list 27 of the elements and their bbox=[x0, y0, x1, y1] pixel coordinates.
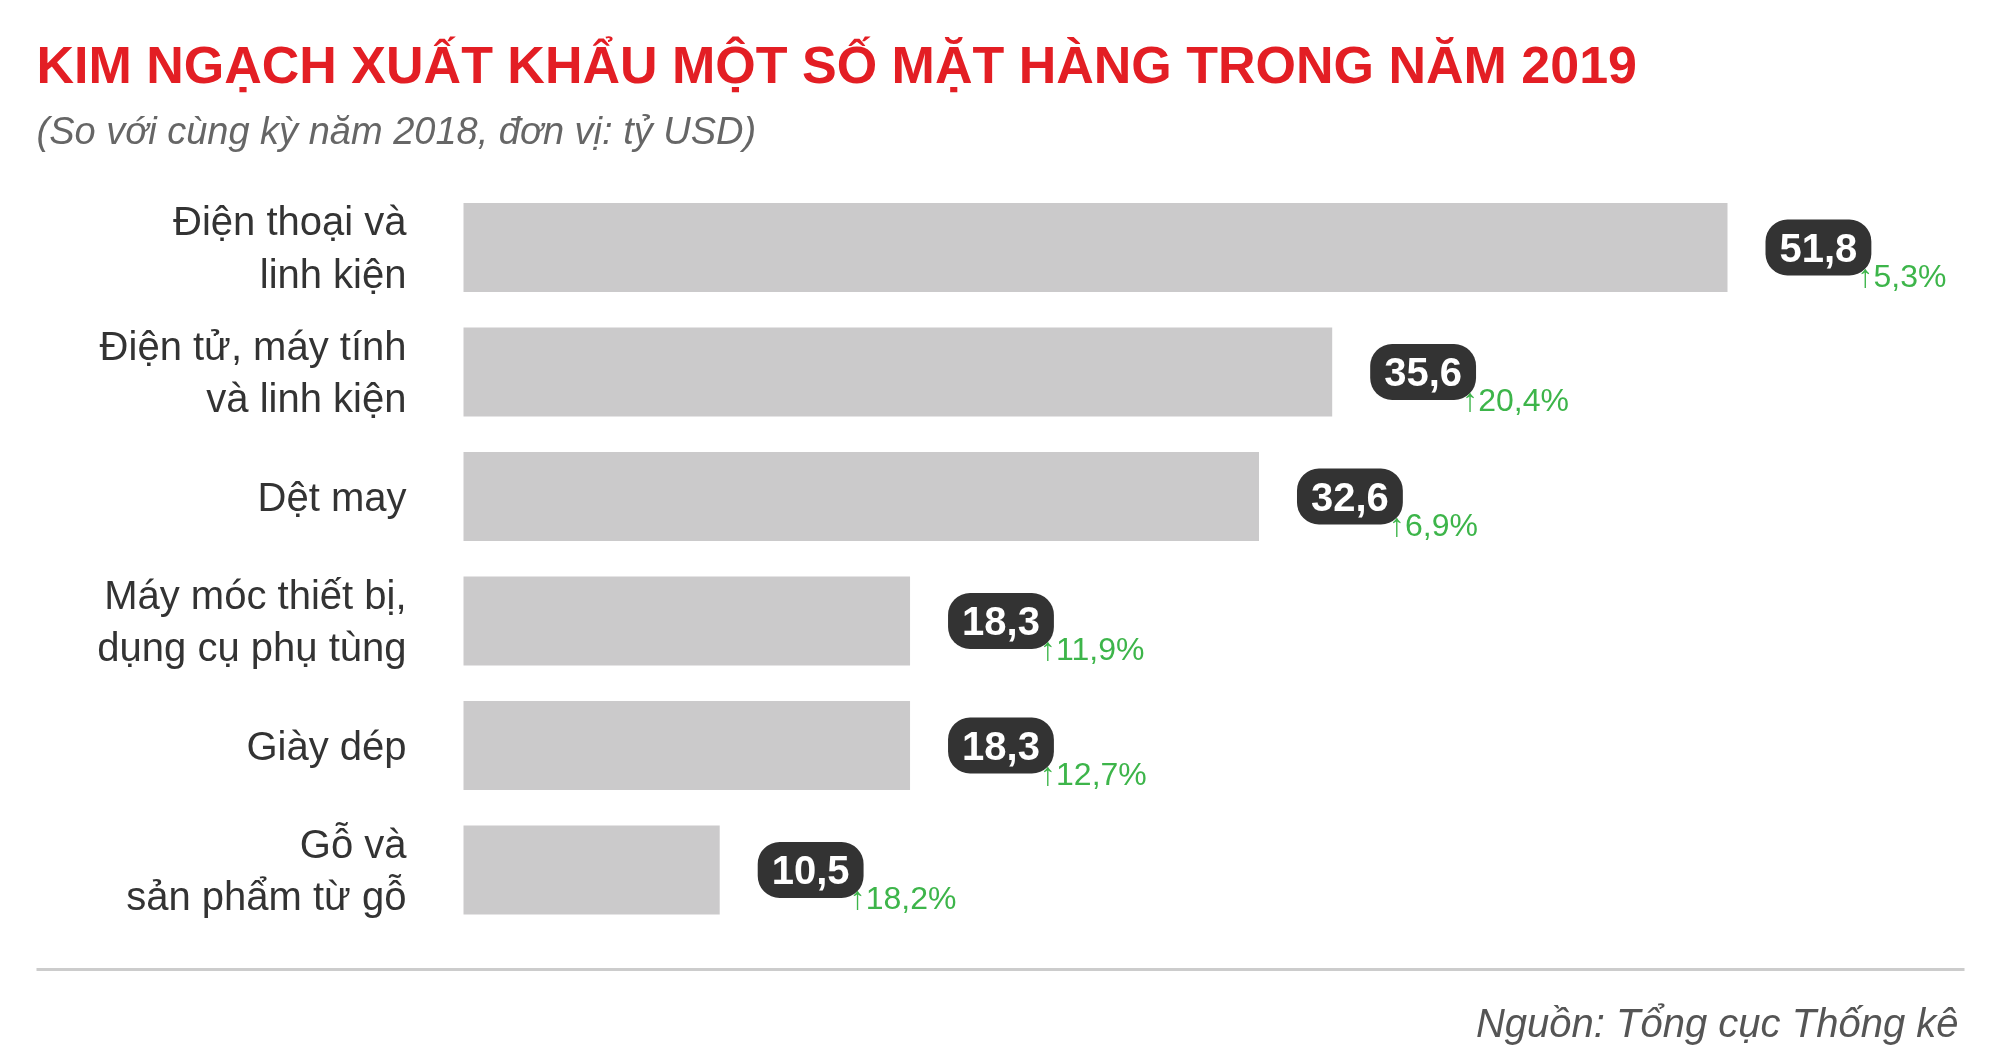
data-label: 18,3 bbox=[962, 599, 1040, 643]
annotation: ↑11,9% bbox=[1040, 631, 1145, 667]
y-tick-label: Điện thoại và linh kiện bbox=[173, 199, 408, 296]
annotation: ↑20,4% bbox=[1462, 382, 1569, 418]
bar bbox=[463, 327, 1333, 417]
data-label: 10,5 bbox=[771, 848, 850, 892]
annotation: ↑18,2% bbox=[849, 880, 957, 916]
text: ↑5,3% bbox=[1857, 257, 1947, 294]
bar bbox=[463, 576, 911, 666]
y-tick-label: Dệt may bbox=[257, 474, 407, 519]
bar bbox=[463, 825, 720, 915]
y-tick-label: Gỗ và sản phẩm từ gỗ bbox=[126, 821, 408, 919]
data-label: 51,8 bbox=[1779, 225, 1858, 270]
chart-subtitle: (So với cùng kỳ năm 2018, đơn vị: tỷ USD) bbox=[36, 109, 757, 152]
bar bbox=[463, 701, 911, 790]
text: Nguồn: Tổng cục Thống kê bbox=[1475, 1000, 1959, 1045]
data-label: 32,6 bbox=[1310, 474, 1389, 519]
y-tick-label: Máy móc thiết bị, dụng cụ phụ tùng bbox=[97, 572, 407, 670]
chart-title: KIM NGẠCH XUẤT KHẨU MỘT SỐ MẶT HÀNG TRONG NĂM 2019 bbox=[36, 35, 1637, 94]
bar bbox=[463, 203, 1728, 292]
annotation: ↑12,7% bbox=[1040, 755, 1147, 792]
data-label: 35,6 bbox=[1384, 350, 1463, 394]
y-tick-label: Giày dép bbox=[246, 723, 407, 768]
data-label: 18,3 bbox=[962, 723, 1040, 768]
annotation: ↑6,9% bbox=[1388, 506, 1478, 543]
bar bbox=[463, 452, 1259, 541]
y-tick-label: Điện tử, máy tính và linh kiện bbox=[99, 323, 407, 421]
